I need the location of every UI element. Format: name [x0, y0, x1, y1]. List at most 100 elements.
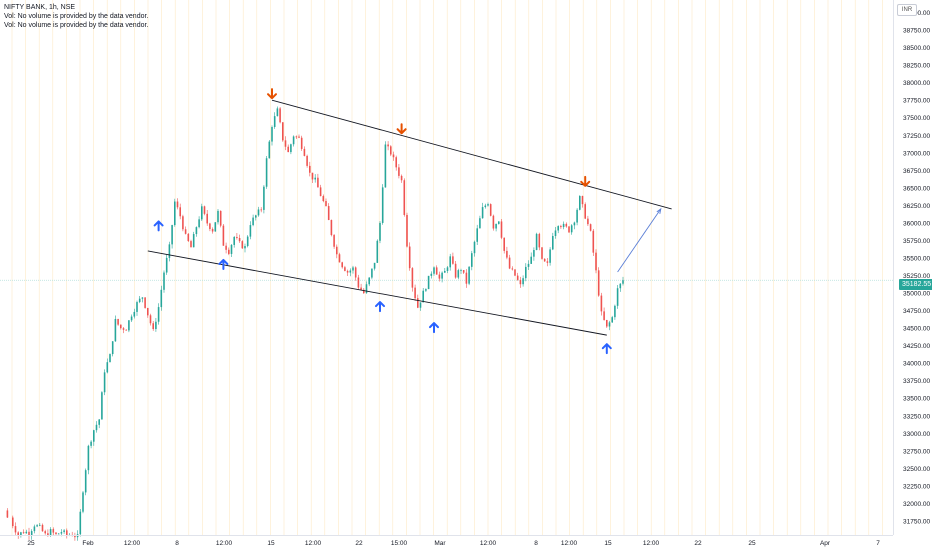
candle-body: [573, 222, 576, 226]
candle-body: [589, 224, 592, 231]
time-tick-label: 12:00: [216, 540, 233, 547]
time-tick-label: 15:00: [391, 540, 408, 547]
price-tick-label: 32750.00: [903, 448, 930, 455]
time-tick-label: 15: [604, 540, 612, 547]
candle-body: [198, 219, 200, 228]
candle-body: [400, 175, 403, 181]
candle-body: [622, 280, 624, 284]
candle-body: [408, 246, 411, 269]
candle-body: [422, 290, 424, 303]
candle-body: [147, 307, 149, 316]
projection-line[interactable]: [617, 208, 662, 273]
candle-body: [468, 266, 470, 284]
candle-body: [327, 206, 330, 221]
price-tick-label: 35250.00: [903, 273, 930, 280]
price-tick-label: 34500.00: [903, 326, 930, 333]
channel-upper-line[interactable]: [271, 99, 672, 210]
candle-body: [616, 288, 619, 306]
currency-badge[interactable]: INR: [897, 4, 917, 16]
channel-lower-line[interactable]: [147, 250, 607, 336]
candle-body: [438, 274, 441, 279]
candle-body: [160, 289, 163, 308]
candle-body: [303, 148, 306, 156]
candle-body: [44, 531, 46, 534]
time-tick-label: 15: [267, 540, 275, 547]
candle-body: [614, 305, 616, 318]
candle-body: [192, 234, 195, 248]
candle-body: [109, 354, 111, 363]
candle-body: [514, 269, 516, 276]
candle-body: [338, 254, 341, 263]
candle-body: [336, 246, 338, 255]
price-tick-label: 37000.00: [903, 150, 930, 157]
time-tick-label: 25: [27, 540, 35, 547]
candle-body: [460, 270, 462, 271]
candle-body: [168, 244, 171, 258]
candle-body: [25, 531, 28, 534]
price-tick-label: 33000.00: [903, 431, 930, 438]
candle-body: [379, 222, 381, 241]
candle-body: [155, 321, 157, 330]
candle-body: [28, 531, 30, 536]
arrow-markers: [153, 88, 612, 355]
arrow-down-icon: [396, 123, 407, 135]
price-tick-label: 36500.00: [903, 185, 930, 192]
candle-body: [581, 196, 584, 205]
price-tick-label: 35750.00: [903, 238, 930, 245]
candle-body: [74, 535, 76, 538]
candle-body: [219, 210, 222, 226]
candle-body: [57, 533, 60, 535]
candle-body: [222, 225, 225, 246]
candle-body: [597, 270, 600, 296]
candle-body: [295, 136, 298, 138]
candle-body: [41, 524, 44, 532]
candle-body: [252, 217, 254, 226]
candle-body: [249, 225, 252, 237]
candle-body: [233, 236, 235, 245]
candle-body: [417, 298, 419, 308]
candle-body: [352, 267, 354, 271]
candle-body: [473, 241, 476, 254]
candle-body: [122, 328, 125, 330]
candle-body: [552, 235, 554, 250]
candle-body: [565, 223, 568, 227]
price-tick-label: 36750.00: [903, 168, 930, 175]
price-tick-label: 36000.00: [903, 220, 930, 227]
candle-body: [22, 532, 25, 534]
candle-body: [344, 267, 346, 271]
price-tick-label: 38000.00: [903, 80, 930, 87]
time-tick-label: 12:00: [480, 540, 497, 547]
candle-body: [133, 311, 136, 317]
candle-body: [141, 297, 144, 299]
candle-body: [498, 221, 500, 224]
candle-body: [314, 177, 316, 180]
candle-body: [435, 267, 438, 275]
candle-body: [255, 215, 257, 218]
candle-body: [592, 230, 595, 253]
candle-body: [433, 267, 435, 274]
candle-body: [341, 262, 343, 268]
price-tick-label: 34750.00: [903, 308, 930, 315]
candle-body: [182, 216, 184, 230]
candle-body: [120, 324, 122, 329]
candle-body: [209, 223, 211, 230]
trendlines[interactable]: [147, 99, 672, 336]
candle-body: [117, 319, 119, 325]
time-axis[interactable]: 25 Feb 12:00 8 12:00 15 12:00 22 15:00 Mar 12:00 8 1…: [27, 540, 880, 547]
candle-body: [138, 298, 141, 303]
candle-body: [276, 108, 279, 117]
candle-body: [144, 297, 146, 308]
candle-body: [217, 210, 219, 223]
candle-body: [309, 165, 311, 173]
price-tick-label: 38750.00: [903, 28, 930, 35]
price-axis[interactable]: 39000.0038750.0038500.0038250.0038000.00…: [903, 10, 930, 525]
candle-body: [611, 317, 613, 323]
candle-body: [136, 302, 138, 312]
price-tick-label: 35500.00: [903, 255, 930, 262]
candle-body: [66, 530, 68, 536]
candle-body: [600, 295, 603, 312]
candle-body: [419, 302, 422, 308]
time-tick-label: 7: [876, 540, 880, 547]
candle-body: [260, 209, 262, 211]
